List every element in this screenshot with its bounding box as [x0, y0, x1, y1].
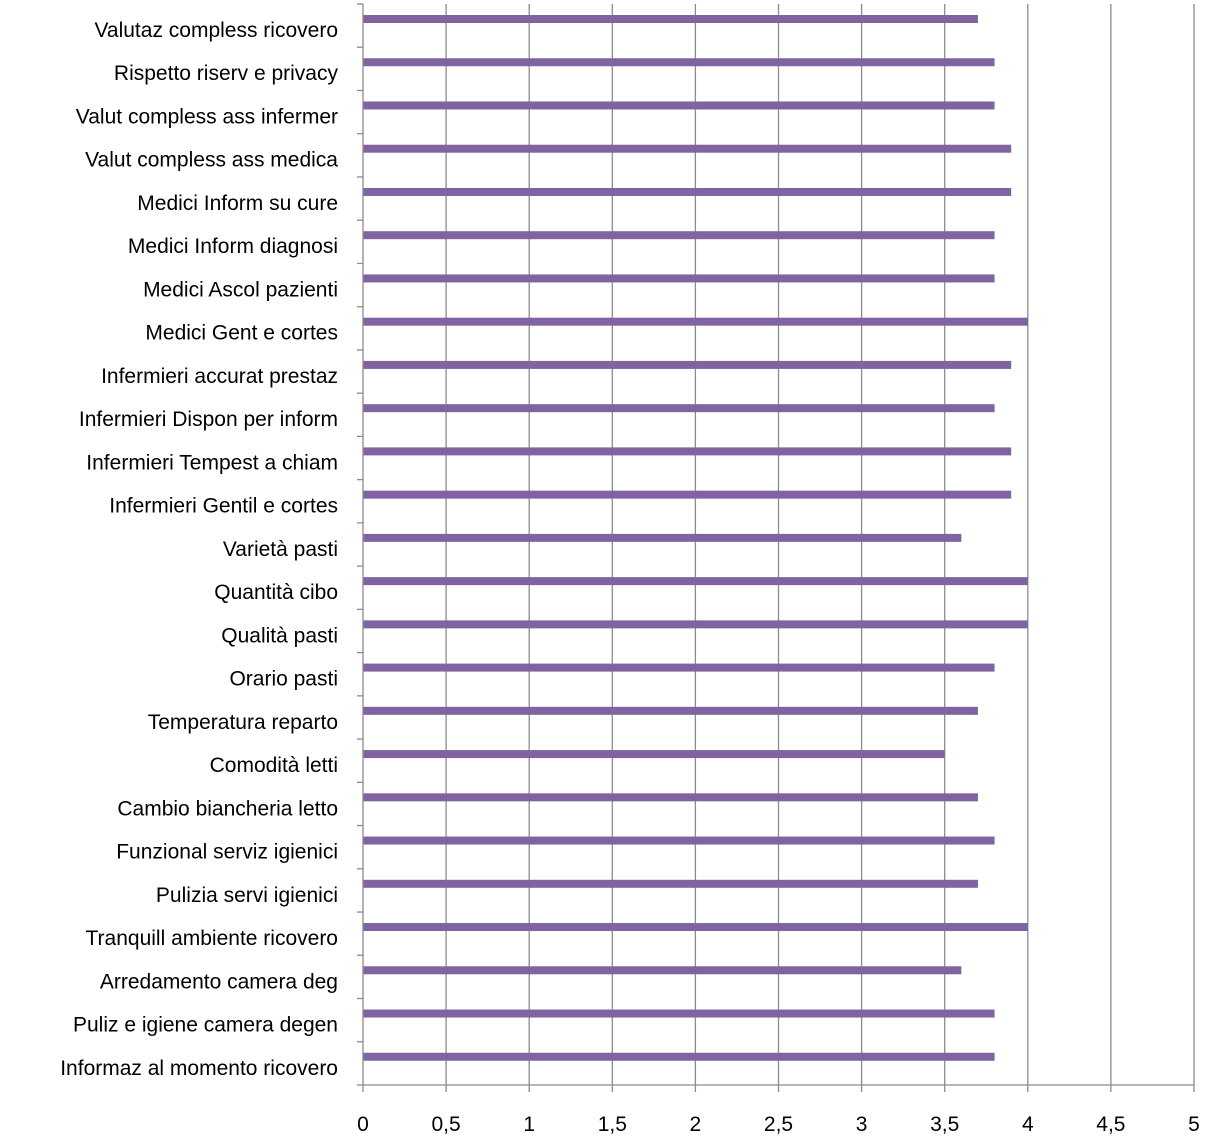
category-label: Valut compless ass medica: [85, 149, 338, 172]
bar: [363, 966, 962, 975]
category-label: Informaz al momento ricovero: [60, 1057, 338, 1080]
bar: [363, 879, 978, 888]
category-label: Valut compless ass infermer: [76, 105, 338, 128]
bar: [363, 101, 995, 110]
bar: [363, 447, 1012, 456]
category-label: Quantità cibo: [214, 581, 338, 604]
gridlines: [445, 4, 1195, 1085]
x-tick-label: 0,5: [431, 1113, 460, 1136]
category-label: Medici Inform diagnosi: [128, 235, 338, 258]
category-label: Varietà pasti: [223, 538, 338, 561]
bar: [363, 923, 1028, 932]
bar: [363, 58, 995, 67]
bar: [363, 706, 978, 715]
axes: [357, 3, 1195, 1092]
category-label: Orario pasti: [229, 668, 338, 691]
category-label: Rispetto riserv e privacy: [114, 62, 339, 85]
category-label: Cambio biancheria letto: [117, 797, 338, 820]
bar: [363, 144, 1012, 153]
category-labels: Valutaz compless ricovero Rispetto riserv…: [60, 19, 338, 1080]
bar: [363, 187, 1012, 196]
bar: [363, 620, 1028, 629]
x-tick-label: 1: [523, 1113, 535, 1136]
category-label: Qualità pasti: [221, 624, 338, 647]
bar: [363, 1009, 995, 1018]
category-label: Temperatura reparto: [148, 711, 338, 734]
bar: [363, 15, 978, 23]
x-tick-label: 1,5: [598, 1113, 627, 1136]
bar: [363, 490, 1012, 499]
category-label: Medici Ascol pazienti: [143, 278, 338, 301]
category-label: Infermieri Tempest a chiam: [86, 451, 338, 474]
bar: [363, 750, 945, 759]
category-label: Valutaz compless ricovero: [94, 19, 338, 42]
bar: [363, 836, 995, 845]
x-tick-label: 3: [856, 1113, 868, 1136]
category-label: Tranquill ambiente ricovero: [85, 927, 338, 950]
x-tick-label: 0: [357, 1113, 369, 1136]
x-tick-labels: 0 0,5 1 1,5 2 2,5 3 3,5 4 4,5 5: [357, 1113, 1200, 1136]
category-label: Comodità letti: [210, 754, 338, 777]
category-label: Medici Gent e cortes: [145, 322, 338, 345]
bar: [363, 663, 995, 672]
bar: [363, 577, 1028, 586]
bar: [363, 231, 995, 240]
category-label: Infermieri accurat prestaz: [101, 365, 338, 388]
x-tick-label: 4,5: [1096, 1113, 1125, 1136]
category-label: Medici Inform su cure: [137, 192, 338, 215]
category-label: Arredamento camera deg: [100, 970, 338, 993]
x-tick-label: 5: [1188, 1113, 1200, 1136]
bar: [363, 1052, 995, 1061]
x-tick-label: 4: [1022, 1113, 1034, 1136]
category-label: Puliz e igiene camera degen: [73, 1014, 338, 1037]
category-label: Funzional serviz igienici: [116, 841, 338, 864]
bar: [363, 404, 995, 413]
bar: [363, 274, 995, 283]
bar: [363, 793, 978, 802]
category-label: Pulizia servi igienici: [156, 884, 338, 907]
category-label: Infermieri Gentil e cortes: [109, 495, 338, 518]
x-tick-label: 2,5: [764, 1113, 793, 1136]
x-tick-label: 3,5: [930, 1113, 959, 1136]
bar: [363, 317, 1028, 326]
category-label: Infermieri Dispon per inform: [79, 408, 338, 431]
bar: [363, 360, 1012, 369]
bar: [363, 533, 962, 542]
bars: [363, 15, 1028, 1061]
x-tick-label: 2: [690, 1113, 702, 1136]
